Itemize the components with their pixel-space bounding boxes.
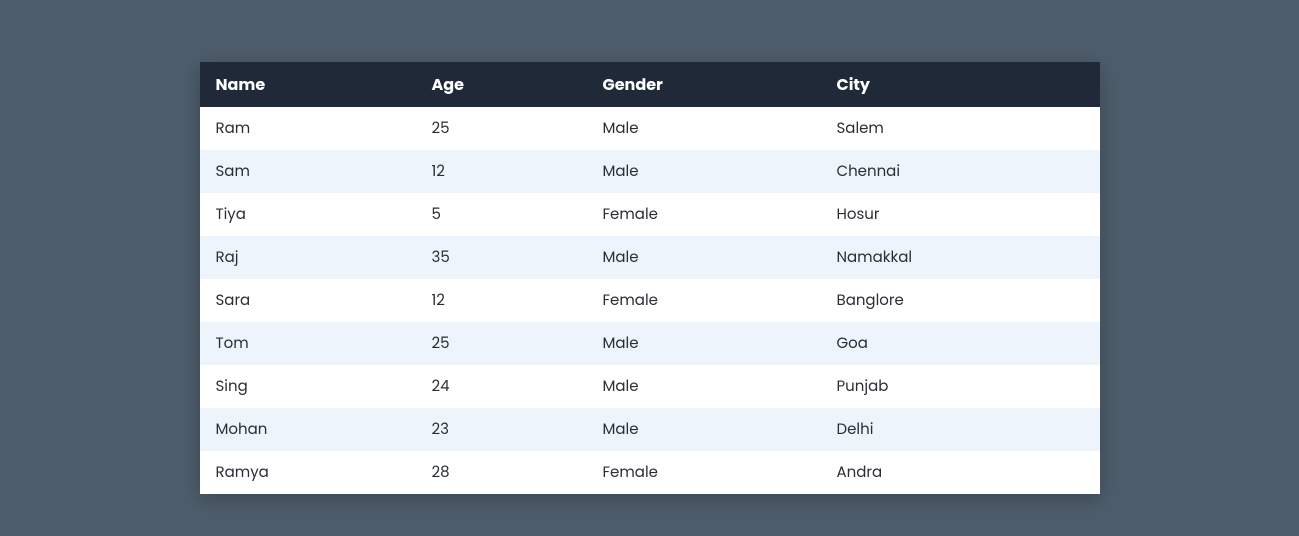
cell-name: Raj [200, 236, 416, 279]
cell-gender: Male [587, 322, 821, 365]
column-header-gender: Gender [587, 62, 821, 107]
cell-city: Chennai [821, 150, 1100, 193]
data-table-container: Name Age Gender City Ram 25 Male Salem S… [200, 62, 1100, 494]
table-body: Ram 25 Male Salem Sam 12 Male Chennai Ti… [200, 107, 1100, 494]
table-row: Raj 35 Male Namakkal [200, 236, 1100, 279]
table-row: Tom 25 Male Goa [200, 322, 1100, 365]
table-row: Sara 12 Female Banglore [200, 279, 1100, 322]
table-row: Tiya 5 Female Hosur [200, 193, 1100, 236]
cell-city: Hosur [821, 193, 1100, 236]
cell-city: Namakkal [821, 236, 1100, 279]
cell-age: 12 [416, 279, 587, 322]
cell-age: 24 [416, 365, 587, 408]
cell-city: Banglore [821, 279, 1100, 322]
cell-city: Delhi [821, 408, 1100, 451]
table-row: Ram 25 Male Salem [200, 107, 1100, 150]
cell-city: Salem [821, 107, 1100, 150]
table-header-row: Name Age Gender City [200, 62, 1100, 107]
cell-gender: Female [587, 451, 821, 494]
cell-gender: Male [587, 408, 821, 451]
cell-name: Mohan [200, 408, 416, 451]
column-header-city: City [821, 62, 1100, 107]
cell-age: 35 [416, 236, 587, 279]
table-row: Sam 12 Male Chennai [200, 150, 1100, 193]
table-row: Ramya 28 Female Andra [200, 451, 1100, 494]
cell-name: Tiya [200, 193, 416, 236]
cell-name: Ram [200, 107, 416, 150]
cell-name: Tom [200, 322, 416, 365]
cell-name: Sing [200, 365, 416, 408]
cell-gender: Male [587, 365, 821, 408]
cell-gender: Female [587, 279, 821, 322]
cell-age: 25 [416, 322, 587, 365]
column-header-name: Name [200, 62, 416, 107]
cell-name: Ramya [200, 451, 416, 494]
cell-age: 23 [416, 408, 587, 451]
cell-gender: Male [587, 236, 821, 279]
cell-age: 25 [416, 107, 587, 150]
cell-age: 12 [416, 150, 587, 193]
cell-city: Andra [821, 451, 1100, 494]
column-header-age: Age [416, 62, 587, 107]
cell-city: Punjab [821, 365, 1100, 408]
cell-gender: Male [587, 150, 821, 193]
cell-name: Sam [200, 150, 416, 193]
cell-gender: Female [587, 193, 821, 236]
table-row: Mohan 23 Male Delhi [200, 408, 1100, 451]
cell-gender: Male [587, 107, 821, 150]
cell-name: Sara [200, 279, 416, 322]
table-row: Sing 24 Male Punjab [200, 365, 1100, 408]
cell-city: Goa [821, 322, 1100, 365]
table-header: Name Age Gender City [200, 62, 1100, 107]
cell-age: 5 [416, 193, 587, 236]
data-table: Name Age Gender City Ram 25 Male Salem S… [200, 62, 1100, 494]
cell-age: 28 [416, 451, 587, 494]
